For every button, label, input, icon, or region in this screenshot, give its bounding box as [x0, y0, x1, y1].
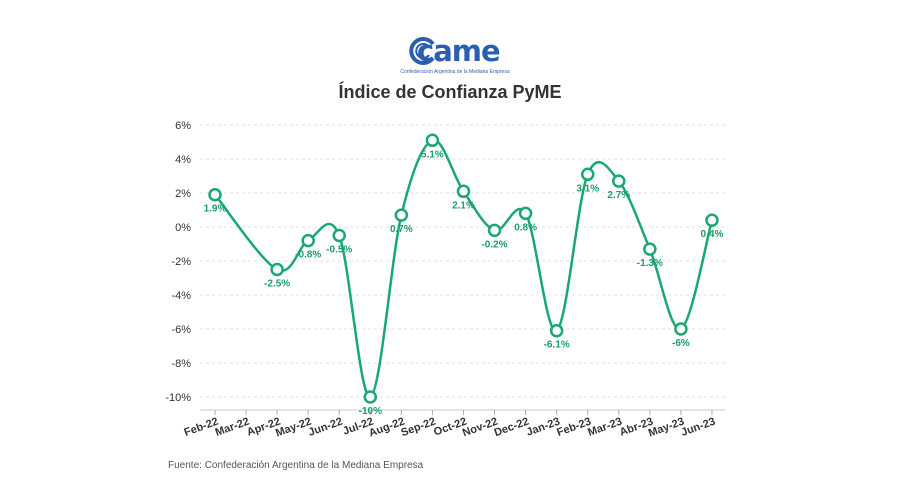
chart-title: Índice de Confianza PyME: [338, 82, 562, 102]
data-point: [705, 213, 719, 227]
data-point: [487, 223, 502, 238]
y-tick-label: 4%: [175, 154, 191, 166]
data-label: -0.2%: [481, 239, 507, 250]
logo-wordmark: came: [409, 34, 501, 68]
data-label: -6.1%: [544, 340, 570, 351]
data-label: -2.5%: [264, 279, 290, 290]
x-tick-label: Jun-23: [680, 416, 717, 439]
data-labels: 1.9% -2.5% -0.8% -0.5% -10% 0.7% 5.1% 2.1% -0.2%…: [204, 149, 724, 417]
series-line: [214, 139, 714, 399]
source-note: Fuente: Confederación Argentina de la Me…: [168, 460, 424, 471]
y-tick-label: 2%: [175, 188, 191, 200]
data-label: 0.4%: [701, 229, 724, 240]
logo-swirl-icon: [409, 37, 435, 65]
data-point: [270, 262, 284, 277]
data-point: [674, 322, 688, 336]
data-point: [456, 184, 471, 199]
data-label: 0.7%: [390, 224, 413, 235]
data-label: -10%: [359, 406, 382, 417]
data-points: [208, 133, 719, 404]
y-tick-label: -8%: [171, 358, 191, 370]
data-point: [580, 167, 595, 182]
data-label: -0.8%: [295, 250, 321, 261]
data-label: 2.7%: [607, 190, 630, 201]
data-label: -0.5%: [326, 245, 352, 256]
data-point: [208, 187, 222, 202]
data-point: [612, 174, 626, 188]
y-tick-label: -4%: [171, 290, 191, 302]
data-label: 1.9%: [204, 204, 227, 215]
logo-tagline: Confederación Argentina de la Mediana Em…: [400, 69, 510, 75]
data-point: [643, 242, 657, 256]
data-point: [518, 206, 533, 221]
x-tick-label: Jun-22: [307, 416, 344, 439]
data-point: [363, 390, 378, 404]
data-point: [332, 228, 346, 243]
data-label: 2.1%: [452, 200, 475, 211]
data-point: [425, 133, 440, 148]
y-tick-label: -6%: [171, 324, 191, 336]
y-tick-label: 6%: [175, 120, 191, 132]
data-label: -1.3%: [637, 258, 663, 269]
data-point: [549, 323, 564, 338]
y-tick-label: -2%: [171, 256, 191, 268]
data-label: -6%: [672, 338, 690, 349]
data-label: 3.1%: [576, 183, 599, 194]
y-tick-label: -10%: [165, 392, 191, 404]
y-tick-label: 0%: [175, 222, 191, 234]
data-point: [394, 208, 409, 222]
series-line-path: [214, 139, 714, 399]
y-axis-ticks: 6% 4% 2% 0% -2% -4% -6% -8% -10%: [165, 120, 191, 404]
x-axis: Feb-22Mar-22Apr-22May-22Jun-22Jul-22Aug-…: [183, 409, 725, 440]
came-logo: came Confederación Argentina de la Media…: [395, 34, 515, 78]
data-label: 0.8%: [514, 222, 537, 233]
data-point: [301, 233, 315, 248]
data-label: 5.1%: [421, 149, 444, 160]
